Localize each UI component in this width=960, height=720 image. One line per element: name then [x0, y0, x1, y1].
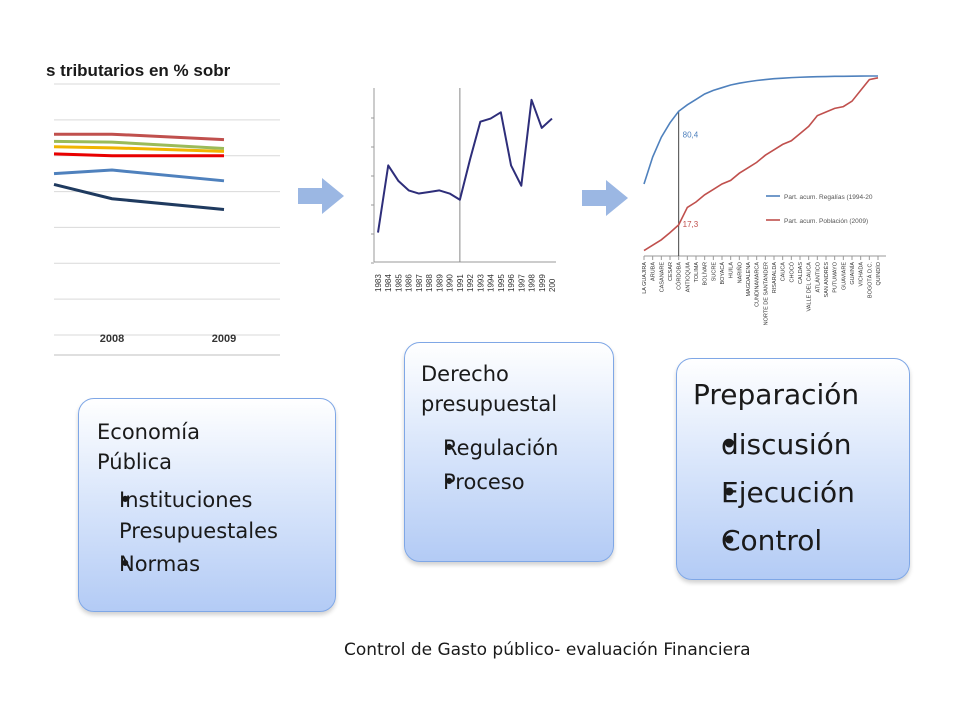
box-item: Proceso: [421, 465, 597, 499]
x-tick-label: 1995: [497, 274, 506, 292]
x-tick-label: ANTIOQUIA: [685, 262, 691, 293]
x-tick-label: CÓRDOBA: [676, 262, 683, 290]
x-tick-label: RISARALDA: [772, 262, 778, 294]
box-item: discusión: [693, 421, 893, 469]
series-line: [53, 182, 225, 211]
x-tick-label: BOYACÁ: [719, 262, 726, 285]
x-tick-label: CUNDINAMARCA: [755, 262, 761, 307]
box-item: Ejecución: [693, 469, 893, 517]
x-tick-label: 1998: [528, 274, 537, 292]
box-item-label: Ejecución: [721, 476, 855, 509]
x-tick-label: 1994: [487, 274, 496, 292]
tax-chart-svg: s tributarios en % sobr 2008 2009: [46, 61, 280, 356]
x-tick-label: LA GUAJIRA: [642, 262, 648, 294]
x-tick-label: HUILA: [729, 262, 735, 279]
x-tick-label: VALLE DEL CAUCA: [807, 262, 813, 312]
x-tick-label: NARIÑO: [736, 261, 743, 283]
box-economia-publica: Economía Pública Instituciones Presupues…: [78, 398, 336, 612]
x-tick-label: BOGOTÁ D.C.: [866, 262, 873, 299]
x-tick-label: VICHADA: [859, 262, 865, 287]
x-tick-label: 2008: [100, 333, 124, 345]
x-tick-label: CASANARE: [659, 262, 665, 293]
box-heading: Preparación: [693, 378, 860, 411]
x-tick-label: BOLÍVAR: [702, 262, 709, 285]
tax-chart: s tributarios en % sobr 2008 2009: [44, 50, 284, 360]
box-item: Regulación: [421, 431, 597, 465]
x-tick-label: 1990: [446, 274, 455, 292]
box-item-label: Instituciones Presupuestales: [119, 488, 278, 543]
arrow-right-icon: [582, 180, 628, 216]
x-tick-label: MAGDALENA: [746, 262, 752, 297]
x-tick-label: 1988: [425, 274, 434, 292]
box-heading: Derecho presupuestal: [421, 362, 558, 416]
box-heading: Economía Pública: [97, 420, 200, 474]
legend-entry: Part. acum. Regalías (1994-20: [784, 194, 873, 201]
box-item-label: Regulación: [443, 436, 559, 460]
slide-footer: Control de Gasto público- evaluación Fin…: [344, 640, 751, 660]
x-tick-label: 1999: [538, 274, 547, 292]
x-tick-label: 1985: [394, 274, 403, 292]
series-line: [643, 75, 878, 185]
x-tick-label: CESAR: [668, 262, 674, 281]
series-line: [53, 168, 225, 183]
x-tick-label: 1984: [384, 274, 393, 292]
budget-line-chart: 1983 1984 1985 1986 1987 1988 1989 1990 1991 1992…: [360, 84, 560, 296]
series-line: [53, 145, 225, 153]
x-tick-label: SUCRE: [711, 262, 717, 282]
box-item-label: Control: [721, 524, 823, 557]
legend-entry: Part. acum. Población (2009): [784, 218, 868, 225]
x-tick-label: NORTE DE SANTANDER: [763, 262, 769, 325]
x-tick-label: 200: [548, 278, 557, 292]
x-tick-label: ATLÁNTICO: [814, 261, 821, 292]
series-line: [53, 139, 225, 151]
budget-line-chart-svg: 1983 1984 1985 1986 1987 1988 1989 1990 1991 1992…: [371, 88, 557, 292]
series-line: [54, 132, 225, 142]
x-tick-label: 1996: [507, 274, 516, 292]
x-tick-label: 1997: [517, 274, 526, 292]
x-tick-label: 1986: [405, 274, 414, 292]
x-tick-label: CALDAS: [798, 262, 804, 284]
x-tick-label: 1993: [476, 274, 485, 292]
series-line: [643, 77, 879, 252]
box-preparacion: Preparación discusión Ejecución Control: [676, 358, 910, 580]
box-item-label: Normas: [119, 552, 201, 576]
royalties-cumulative-chart: 80,4 17,3 Part. acum. Regalías (1994-20 Par…: [636, 60, 898, 342]
box-derecho-presupuestal: Derecho presupuestal Regulación Proceso: [404, 342, 614, 562]
box-item-label: Proceso: [443, 470, 525, 494]
box-item: Control: [693, 517, 893, 565]
x-tick-label: 1987: [415, 274, 424, 292]
x-tick-label: CAUCA: [781, 262, 787, 282]
x-tick-label: 1991: [456, 274, 465, 292]
x-tick-label: 1992: [466, 274, 475, 292]
arrow-right-icon: [298, 178, 344, 214]
x-tick-label: GUAINÍA: [849, 262, 856, 285]
annotation-label: 80,4: [683, 130, 699, 139]
x-tick-label: CHOCÓ: [788, 261, 795, 282]
annotation-label: 17,3: [683, 220, 699, 229]
chart-title: s tributarios en % sobr: [46, 61, 231, 80]
box-item-label: discusión: [721, 428, 852, 461]
x-tick-label: 2009: [212, 333, 236, 345]
x-tick-label: TOLIMA: [694, 262, 700, 283]
x-tick-label: GUAVIARE: [841, 262, 847, 290]
x-tick-label: ARUBA: [651, 262, 657, 281]
series-line: [377, 98, 553, 233]
x-tick-label: PUTUMAYO: [833, 261, 839, 292]
x-tick-label: 1983: [374, 274, 383, 292]
series-line: [53, 152, 224, 158]
royalties-cumulative-chart-svg: 80,4 17,3 Part. acum. Regalías (1994-20 Par…: [642, 75, 886, 325]
box-item: Instituciones Presupuestales: [97, 485, 317, 547]
x-tick-label: SAN ANDRÉS: [823, 262, 830, 298]
box-item: Normas: [97, 549, 317, 580]
x-tick-label: 1989: [435, 274, 444, 292]
x-tick-label: QUINDÍO: [875, 261, 882, 285]
